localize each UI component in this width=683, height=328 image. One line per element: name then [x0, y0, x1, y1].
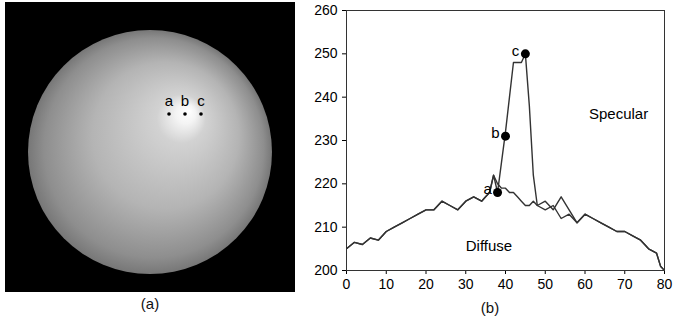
svg-text:Specular: Specular	[589, 105, 648, 122]
svg-text:260: 260	[314, 2, 338, 18]
svg-text:a: a	[165, 92, 174, 109]
svg-text:30: 30	[458, 276, 474, 292]
svg-text:40: 40	[498, 276, 514, 292]
svg-text:10: 10	[378, 276, 394, 292]
svg-text:c: c	[512, 42, 520, 59]
svg-text:b: b	[491, 124, 499, 141]
svg-text:50: 50	[537, 276, 553, 292]
html-text:(a): (a)	[140, 295, 160, 312]
svg-text:220: 220	[314, 175, 338, 191]
svg-text:c: c	[197, 92, 205, 109]
svg-text:230: 230	[314, 132, 338, 148]
svg-text:240: 240	[314, 89, 338, 105]
svg-text:a: a	[483, 180, 492, 197]
svg-text:b: b	[181, 92, 189, 109]
svg-text:200: 200	[314, 262, 338, 278]
svg-text:250: 250	[314, 45, 338, 61]
html-text:(b): (b)	[480, 299, 500, 316]
svg-text:0: 0	[343, 276, 351, 292]
svg-text:70: 70	[617, 276, 633, 292]
svg-text:60: 60	[577, 276, 593, 292]
svg-text:Diffuse: Diffuse	[466, 237, 512, 254]
svg-text:210: 210	[314, 219, 338, 235]
svg-text:80: 80	[657, 276, 673, 292]
svg-text:20: 20	[418, 276, 434, 292]
